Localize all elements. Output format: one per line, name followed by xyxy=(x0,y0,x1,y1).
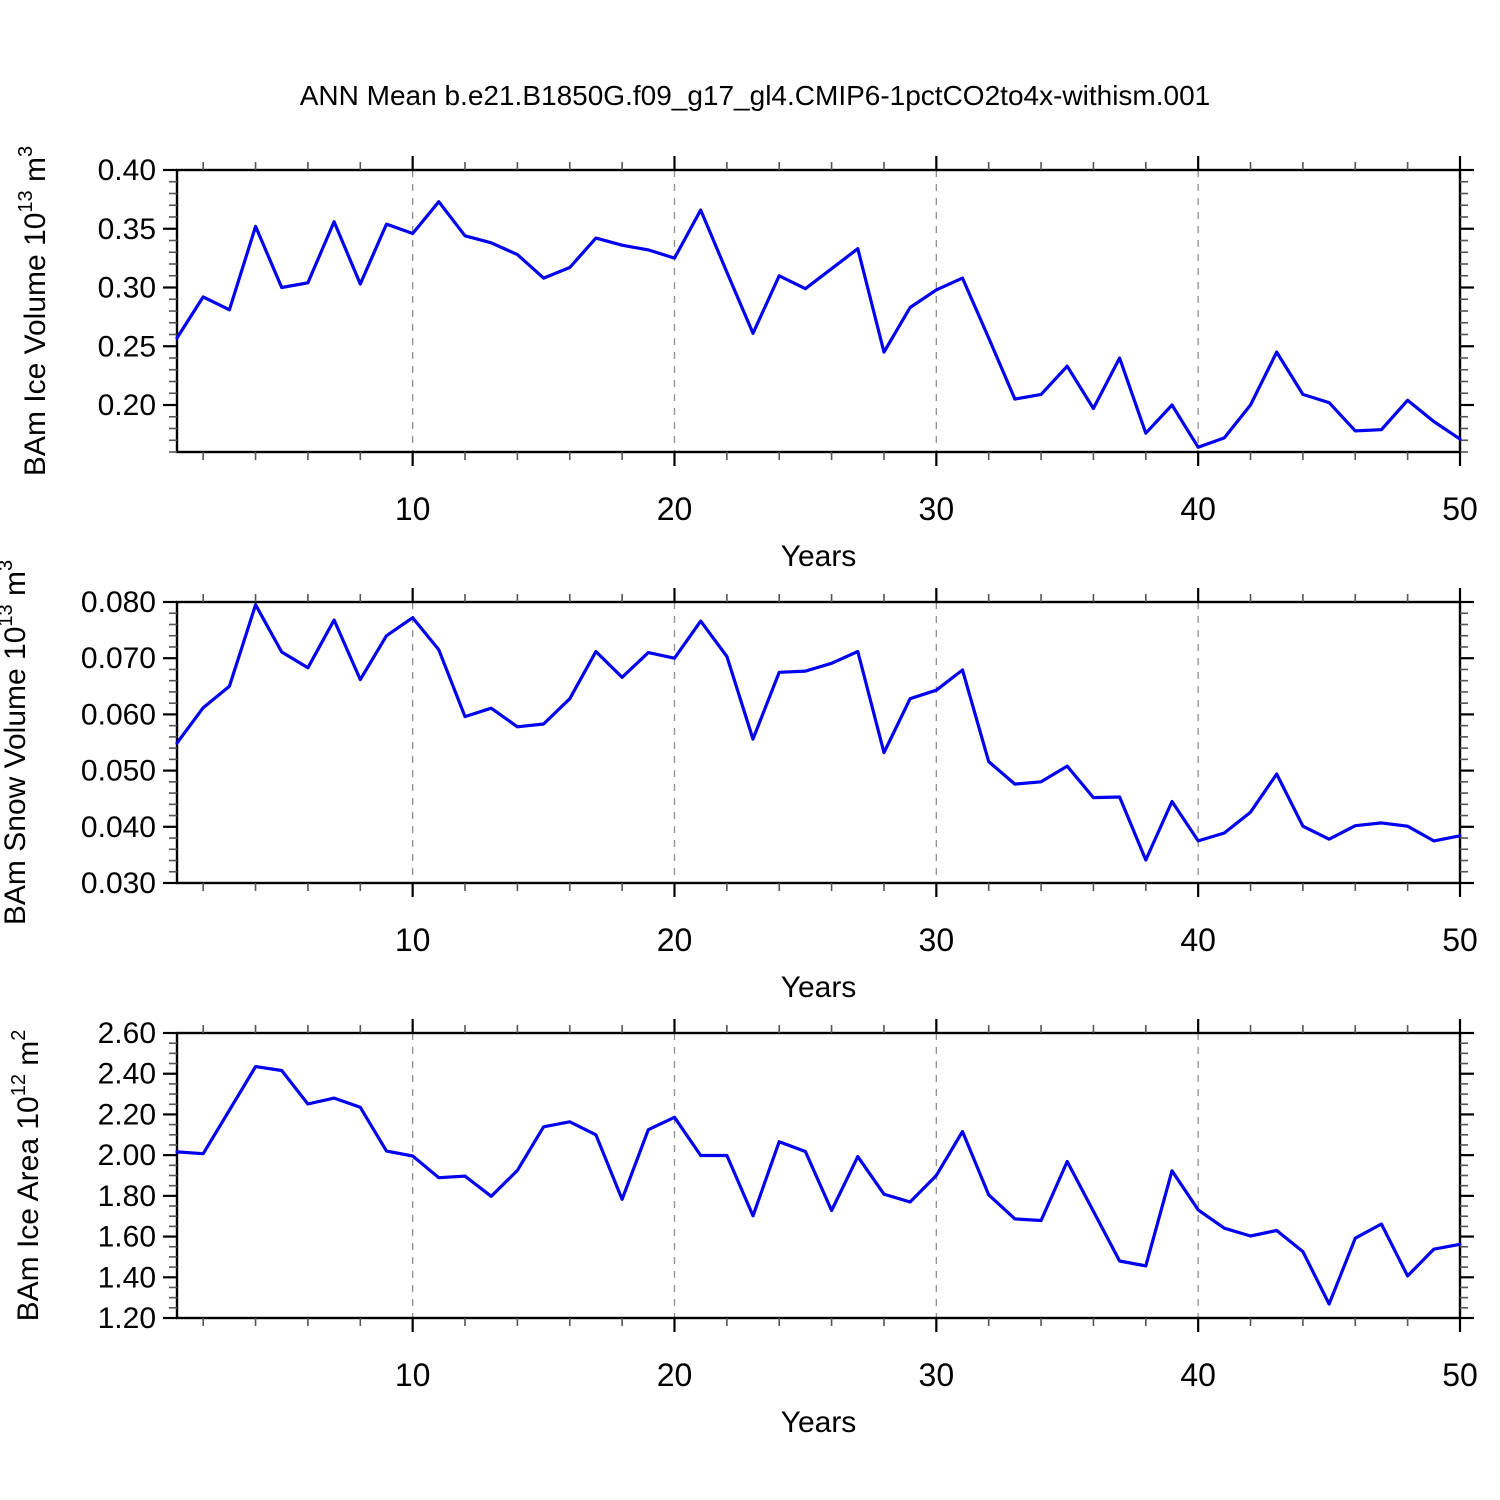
x-tick-label: 10 xyxy=(395,922,431,958)
y-tick-label: 0.050 xyxy=(81,755,156,788)
chart-title: ANN Mean b.e21.B1850G.f09_g17_gl4.CMIP6-… xyxy=(299,80,1211,111)
y-tick-label: 0.080 xyxy=(81,586,156,619)
y-tick-label: 0.35 xyxy=(98,213,156,246)
x-tick-label: 30 xyxy=(919,1357,955,1393)
y-tick-label: 0.20 xyxy=(98,389,156,422)
plot-frame xyxy=(175,168,1462,454)
y-tick-label: 2.40 xyxy=(98,1058,156,1091)
x-tick-label: 20 xyxy=(657,1357,693,1393)
x-tick-label: 20 xyxy=(657,922,693,958)
x-tick-label: 20 xyxy=(657,491,693,527)
y-tick-label: 0.30 xyxy=(98,272,156,305)
x-tick-label: 30 xyxy=(919,491,955,527)
y-tick-label: 1.20 xyxy=(98,1302,156,1335)
chart-bam-ice-area: 1.20 1.40 1.60 1.80 2.00 2.20 2.40 2.60 10 20 30 40… xyxy=(8,1017,1478,1439)
x-tick-label: 50 xyxy=(1442,491,1478,527)
y-tick-label: 0.070 xyxy=(81,642,156,675)
y-tick-label: 1.60 xyxy=(98,1221,156,1254)
x-tick-label: 40 xyxy=(1180,922,1216,958)
y-axis-label: BAm Ice Volume 1013 m3 xyxy=(15,146,52,476)
x-tick-label: 40 xyxy=(1180,1357,1216,1393)
series-line xyxy=(175,200,1462,449)
y-tick-label: 0.060 xyxy=(81,698,156,731)
y-tick-label: 1.40 xyxy=(98,1261,156,1294)
x-tick-label: 50 xyxy=(1442,1357,1478,1393)
x-tick-label: 50 xyxy=(1442,922,1478,958)
series-line xyxy=(175,603,1462,862)
y-axis-label: BAm Snow Volume 1013 m3 xyxy=(0,560,32,925)
y-tick-label: 0.030 xyxy=(81,867,156,900)
y-axis-label: BAm Ice Area 1012 m2 xyxy=(8,1030,45,1322)
y-tick-label: 2.60 xyxy=(98,1017,156,1050)
x-axis-label: Years xyxy=(781,540,857,573)
series-line xyxy=(175,1064,1462,1306)
y-tick-label: 2.20 xyxy=(98,1098,156,1131)
x-tick-label: 10 xyxy=(395,491,431,527)
y-tick-label: 0.25 xyxy=(98,330,156,363)
plot-frame xyxy=(175,600,1462,885)
plot-frame xyxy=(175,1031,1462,1320)
x-tick-label: 10 xyxy=(395,1357,431,1393)
chart-bam-snow-volume: 0.030 0.040 0.050 0.060 0.070 0.080 10 20 30 40 50… xyxy=(0,560,1478,1004)
x-tick-label: 40 xyxy=(1180,491,1216,527)
y-tick-label: 1.80 xyxy=(98,1180,156,1213)
x-tick-label: 30 xyxy=(919,922,955,958)
x-axis-label: Years xyxy=(781,971,857,1004)
y-tick-label: 0.040 xyxy=(81,811,156,844)
y-tick-label: 0.40 xyxy=(98,154,156,187)
y-tick-label: 2.00 xyxy=(98,1139,156,1172)
x-axis-label: Years xyxy=(781,1406,857,1439)
chart-bam-ice-volume: 0.20 0.25 0.30 0.35 0.40 10 20 30 40 50 Years BAm I… xyxy=(15,146,1478,573)
